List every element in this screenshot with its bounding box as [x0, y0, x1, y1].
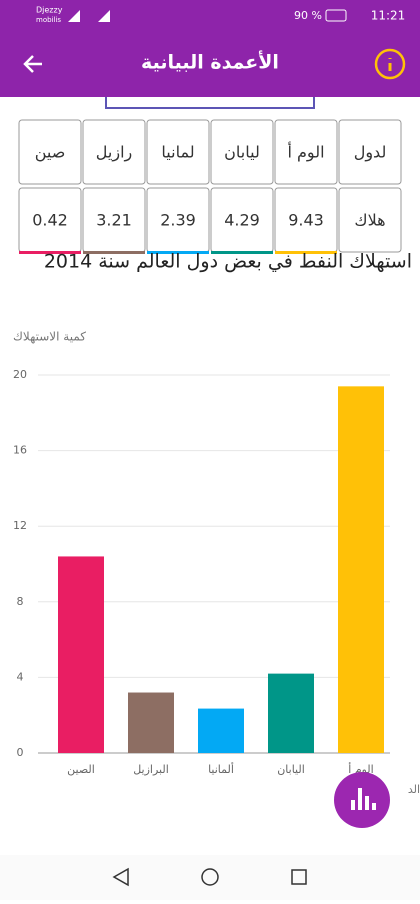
- table-cell: [338, 187, 402, 253]
- x-tick-label: الوم أ: [348, 762, 373, 776]
- bar: [338, 386, 384, 753]
- cell-underline: [83, 251, 145, 254]
- y-tick-label: 16: [13, 444, 27, 457]
- cell-underline: [147, 251, 209, 254]
- nav-home[interactable]: [201, 868, 219, 886]
- chart-title: استهلاك النفط في بعض دول العالم سنة 2014: [44, 251, 412, 273]
- y-tick-label: 8: [17, 595, 24, 608]
- carrier-sub: mobilis: [36, 16, 61, 24]
- bar: [198, 708, 244, 753]
- clock: 11:21: [371, 9, 406, 23]
- table-cell: [210, 119, 274, 185]
- app-bar-bg: [0, 0, 420, 97]
- fab-icon: [351, 788, 376, 810]
- table-cell-text: هلاك: [354, 211, 385, 230]
- nav-recent[interactable]: [291, 869, 307, 885]
- nav-back[interactable]: [112, 867, 129, 887]
- x-tick-label: البرازيل: [133, 763, 169, 776]
- signal-icons: [68, 10, 110, 22]
- table-cell: [274, 119, 338, 185]
- y-tick-label: 4: [17, 670, 24, 683]
- y-axis-label: كمية الاستهلاك: [13, 330, 86, 344]
- bar: [58, 556, 104, 753]
- table-cell: [82, 119, 146, 185]
- table-cell-text: صين: [35, 143, 66, 163]
- table-cell-text: 4.29: [224, 211, 260, 230]
- battery-text: 90 %: [294, 9, 322, 22]
- table-cell-text: 2.39: [160, 211, 196, 230]
- bar: [128, 692, 174, 753]
- x-tick-label: الصين: [67, 763, 95, 776]
- cell-underline: [211, 251, 273, 254]
- cell-underline: [19, 251, 81, 254]
- table-cell: [18, 119, 82, 185]
- table-cell-text: لمانيا: [161, 143, 194, 162]
- table-cell: [338, 119, 402, 185]
- table-cell-text: 9.43: [288, 211, 324, 230]
- table-cell-text: 3.21: [96, 211, 132, 230]
- y-tick-label: 0: [17, 746, 24, 759]
- bar: [268, 673, 314, 753]
- battery-icon: [325, 9, 347, 22]
- x-tick-label: اليابان: [277, 763, 305, 776]
- table-cell: [146, 119, 210, 185]
- cell-underline: [275, 251, 337, 254]
- table-cell-text: 0.42: [32, 211, 68, 230]
- info-button[interactable]: [374, 48, 406, 80]
- table-cell-text: لدول: [354, 143, 387, 163]
- table-cell-text: الوم أ: [287, 142, 324, 163]
- x-axis-label: الد: [408, 783, 420, 796]
- scroll-box: [105, 97, 315, 109]
- table-cell-text: رازيل: [96, 143, 132, 163]
- table-cell-text: ليابان: [224, 143, 260, 162]
- app-title: الأعمدة البيانية: [141, 51, 279, 74]
- x-tick-label: ألمانيا: [208, 762, 234, 776]
- carrier: Djezzy: [36, 6, 63, 15]
- back-button[interactable]: [23, 55, 42, 73]
- nav-bar: [0, 855, 420, 900]
- y-tick-label: 20: [13, 368, 27, 381]
- y-tick-label: 12: [13, 519, 27, 532]
